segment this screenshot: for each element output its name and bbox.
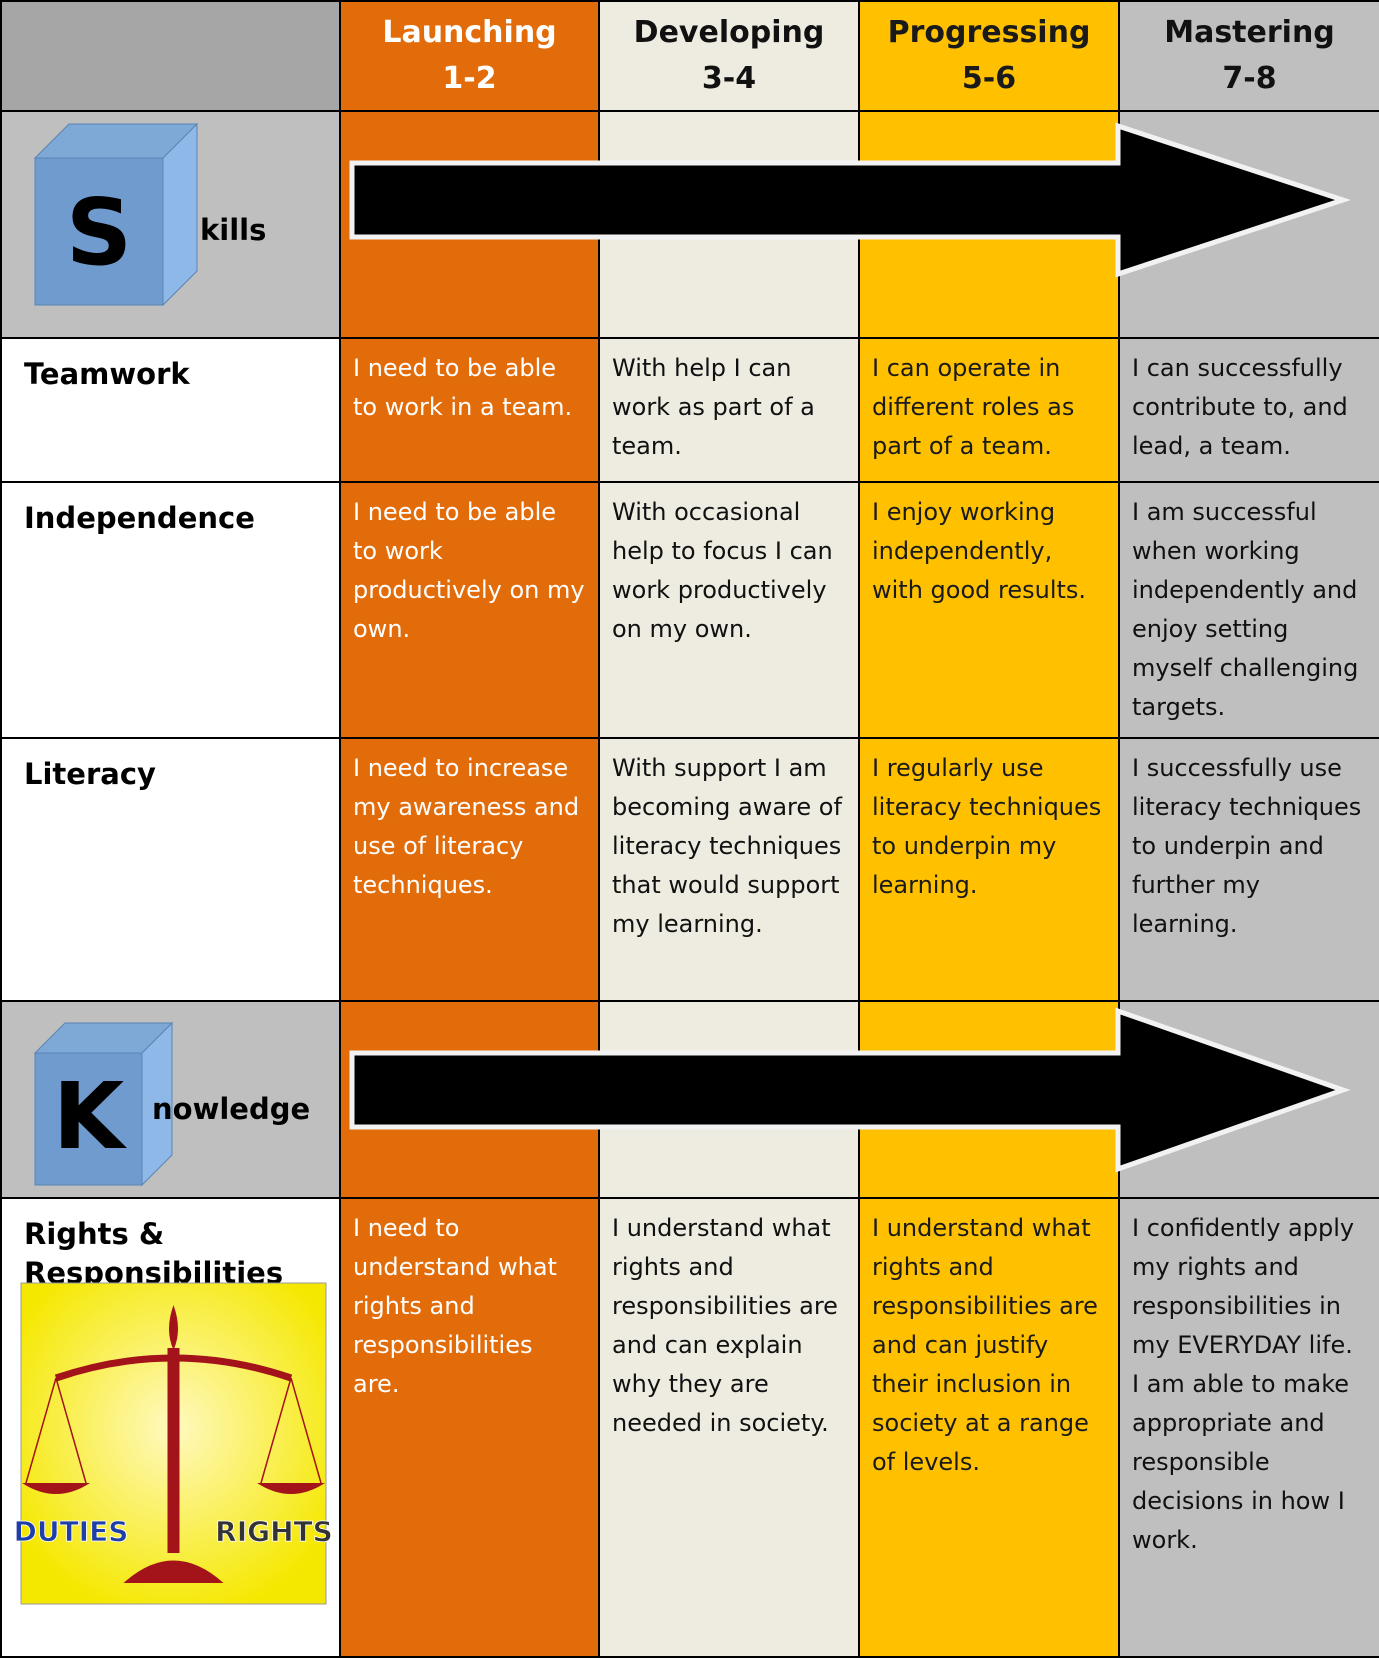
scales-pan xyxy=(257,1483,325,1494)
scales-string xyxy=(25,1377,57,1484)
descriptor-cell: With support I am becoming aware of lite… xyxy=(598,737,860,1002)
scales-string xyxy=(55,1377,87,1484)
banner-letter: S xyxy=(66,179,132,286)
scales-base xyxy=(123,1560,224,1583)
row-label: Literacy xyxy=(0,737,341,1002)
arrow xyxy=(349,122,1352,278)
scales-string xyxy=(260,1377,292,1484)
descriptor-cell: With occasional help to focus I can work… xyxy=(598,481,860,739)
header-range: 5-6 xyxy=(961,61,1017,96)
scales-post xyxy=(167,1348,180,1553)
descriptor-cell: I am successful when working independent… xyxy=(1118,481,1379,739)
header-name: Developing xyxy=(633,15,825,50)
cube-front xyxy=(34,1052,143,1186)
header-cell: Mastering 7-8 xyxy=(1118,0,1379,112)
descriptor-cell: I need to be able to work in a team. xyxy=(339,337,600,483)
banner-letter: K xyxy=(53,1063,128,1170)
header-cell: Launching 1-2 xyxy=(339,0,600,112)
descriptor-cell: I confidently apply my rights and respon… xyxy=(1118,1197,1379,1658)
row-label: Independence xyxy=(0,481,341,739)
scales-finial xyxy=(169,1305,178,1350)
descriptor-cell: I need to be able to work productively o… xyxy=(339,481,600,739)
header-name: Progressing xyxy=(887,15,1091,50)
banner-word: kills xyxy=(200,213,266,247)
descriptor-cell: I can operate in different roles as part… xyxy=(858,337,1120,483)
header-name: Mastering xyxy=(1164,15,1335,50)
header-cell: Developing 3-4 xyxy=(598,0,860,112)
image-label: DUTIES xyxy=(14,1515,129,1548)
descriptor-cell: I understand what rights and responsibil… xyxy=(858,1197,1120,1658)
table-row: Independence I need to be able to work pr… xyxy=(0,481,1379,739)
header-range: 3-4 xyxy=(701,61,757,96)
table-row: Teamwork I need to be able to work in a t… xyxy=(0,337,1379,483)
descriptor-cell: I need to understand what rights and res… xyxy=(339,1197,600,1658)
descriptor-cell: I regularly use literacy techniques to u… xyxy=(858,737,1120,1002)
header-cell: Progressing 5-6 xyxy=(858,0,1120,112)
descriptor-cell: I enjoy working independently, with good… xyxy=(858,481,1120,739)
table-row: Literacy I need to increase my awareness … xyxy=(0,737,1379,1002)
header-blank xyxy=(0,0,341,112)
banner-word: nowledge xyxy=(152,1092,310,1126)
header-range: 1-2 xyxy=(442,61,497,96)
scales-string xyxy=(290,1377,322,1484)
table-row: Rights & Responsibilities I need to under… xyxy=(0,1197,1379,1658)
descriptor-cell: With help I can work as part of a team. xyxy=(598,337,860,483)
descriptor-cell: I can successfully contribute to, and le… xyxy=(1118,337,1379,483)
cube-front xyxy=(34,157,164,306)
table-row: Launching 1-2 Developing 3-4 Progressing 5-6 M… xyxy=(0,0,1379,112)
scales-pan xyxy=(22,1483,90,1494)
descriptor-cell: I successfully use literacy techniques t… xyxy=(1118,737,1379,1002)
descriptor-cell: I need to increase my awareness and use … xyxy=(339,737,600,1002)
header-name: Launching xyxy=(382,15,557,50)
arrow xyxy=(349,1007,1351,1173)
header-range: 7-8 xyxy=(1222,61,1277,96)
descriptor-cell: I understand what rights and responsibil… xyxy=(598,1197,860,1658)
image-label: RIGHTS xyxy=(215,1515,333,1548)
row-label: Teamwork xyxy=(0,337,341,483)
